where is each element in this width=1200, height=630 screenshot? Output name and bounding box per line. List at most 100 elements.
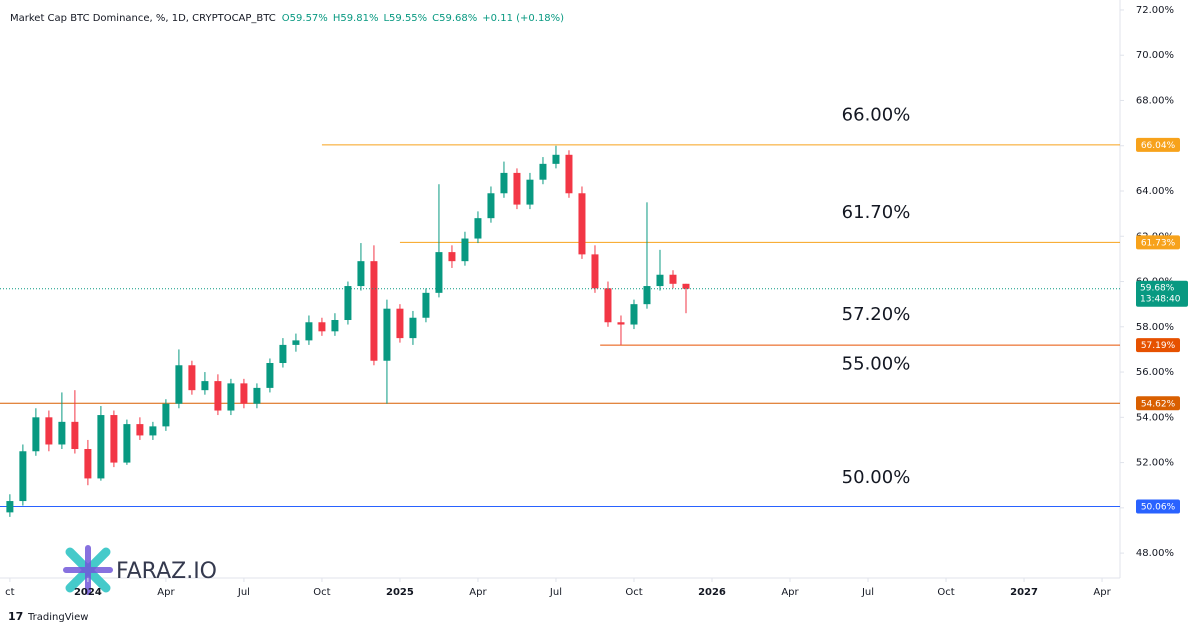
candle-body: [448, 252, 456, 262]
candle-body: [682, 283, 690, 289]
candle-body: [32, 417, 40, 452]
candle-body: [149, 426, 157, 436]
ohlc-value: H59.81%: [333, 13, 379, 24]
candle-body: [669, 274, 677, 284]
candle-body: [240, 383, 248, 404]
x-tick-label: 2027: [1010, 587, 1038, 598]
watermark-text: FARAZ.IO: [116, 559, 217, 584]
annotation: 61.70%: [842, 202, 911, 223]
y-tick-label: 70.00%: [1136, 50, 1174, 61]
candle-body: [162, 403, 170, 427]
candle-body: [253, 387, 261, 404]
x-tick-label: Oct: [937, 587, 954, 598]
candle-body: [383, 308, 391, 361]
y-tick-label: 72.00%: [1136, 5, 1174, 16]
level-label-box: [1136, 396, 1180, 411]
candle-body: [318, 322, 326, 332]
candle-body: [84, 449, 92, 479]
candle-body: [71, 421, 79, 450]
x-tick-label: Jul: [549, 587, 562, 598]
candle-body: [500, 172, 508, 194]
candle-body: [344, 286, 352, 321]
x-tick-label: ct: [5, 587, 14, 598]
ohlc-value: L59.55%: [383, 13, 427, 24]
y-tick-label: 48.00%: [1136, 548, 1174, 559]
header: Market Cap BTC Dominance, %, 1D, CRYPTOC…: [10, 13, 276, 24]
x-tick-label: Apr: [781, 587, 799, 598]
candle-body: [656, 274, 664, 287]
level-label-box: [1136, 338, 1180, 353]
candle-body: [6, 501, 14, 513]
candle-body: [617, 322, 625, 325]
candle-body: [331, 320, 339, 332]
tv-logo: 17: [8, 610, 23, 623]
x-tick-label: Oct: [625, 587, 642, 598]
ohlc-value: C59.68%: [432, 13, 477, 24]
y-tick-label: 52.00%: [1136, 458, 1174, 469]
ohlc-value: +0.11 (+0.18%): [482, 13, 564, 24]
annotation: 57.20%: [842, 304, 911, 325]
candle-body: [123, 424, 131, 463]
annotation: 66.00%: [842, 105, 911, 126]
level-label: 61.73%: [1141, 238, 1176, 248]
candle-body: [292, 340, 300, 345]
level-label-box: [1136, 235, 1180, 250]
x-tick-label: 2025: [386, 587, 414, 598]
x-tick-label: 2026: [698, 587, 726, 598]
candle-body: [370, 261, 378, 361]
candles: [6, 145, 690, 517]
last-price-label: 59.68%: [1140, 283, 1175, 293]
x-tick-label: Apr: [1093, 587, 1111, 598]
candle-body: [539, 163, 547, 180]
candle-body: [474, 218, 482, 239]
candle-body: [305, 322, 313, 341]
level-label: 50.06%: [1141, 502, 1176, 512]
x-tick-label: Jul: [237, 587, 250, 598]
candle-body: [19, 451, 27, 502]
candle-body: [175, 365, 183, 404]
candle-body: [136, 424, 144, 436]
candle-body: [58, 421, 66, 445]
candle-body: [578, 193, 586, 255]
y-tick-label: 58.00%: [1136, 322, 1174, 333]
level-label-box: [1136, 137, 1180, 152]
candle-body: [227, 383, 235, 411]
y-tick-label: 68.00%: [1136, 95, 1174, 106]
y-tick-label: 64.00%: [1136, 186, 1174, 197]
annotation: 50.00%: [842, 467, 911, 488]
x-tick-label: Apr: [157, 587, 175, 598]
logo-plus: [63, 545, 113, 595]
annotation: 55.00%: [842, 354, 911, 375]
candle-body: [214, 381, 222, 411]
candle-body: [435, 252, 443, 293]
y-tick-label: 54.00%: [1136, 412, 1174, 423]
candle-body: [461, 238, 469, 262]
candle-body: [110, 415, 118, 463]
candle-body: [604, 288, 612, 323]
candle-body: [565, 154, 573, 194]
level-label: 66.04%: [1141, 141, 1176, 151]
ohlc-value: O59.57%: [282, 13, 328, 24]
candle-body: [396, 308, 404, 339]
last-price-box: [1136, 280, 1188, 307]
footer-text: TradingView: [27, 612, 88, 623]
candle-body: [266, 363, 274, 388]
candle-body: [201, 381, 209, 391]
candle-body: [279, 344, 287, 364]
candle-body: [526, 179, 534, 205]
candle-body: [422, 292, 430, 318]
candle-body: [97, 415, 105, 479]
level-label-box: [1136, 499, 1180, 514]
countdown: 13:48:40: [1140, 294, 1181, 304]
candle-body: [591, 254, 599, 289]
candle-body: [552, 154, 560, 164]
candle-body: [487, 193, 495, 219]
candle-body: [513, 172, 521, 205]
candle-body: [188, 365, 196, 391]
watermark: FARAZ.IO: [63, 545, 217, 595]
candle-body: [630, 304, 638, 325]
x-tick-label: Jul: [861, 587, 874, 598]
candle-body: [643, 286, 651, 305]
